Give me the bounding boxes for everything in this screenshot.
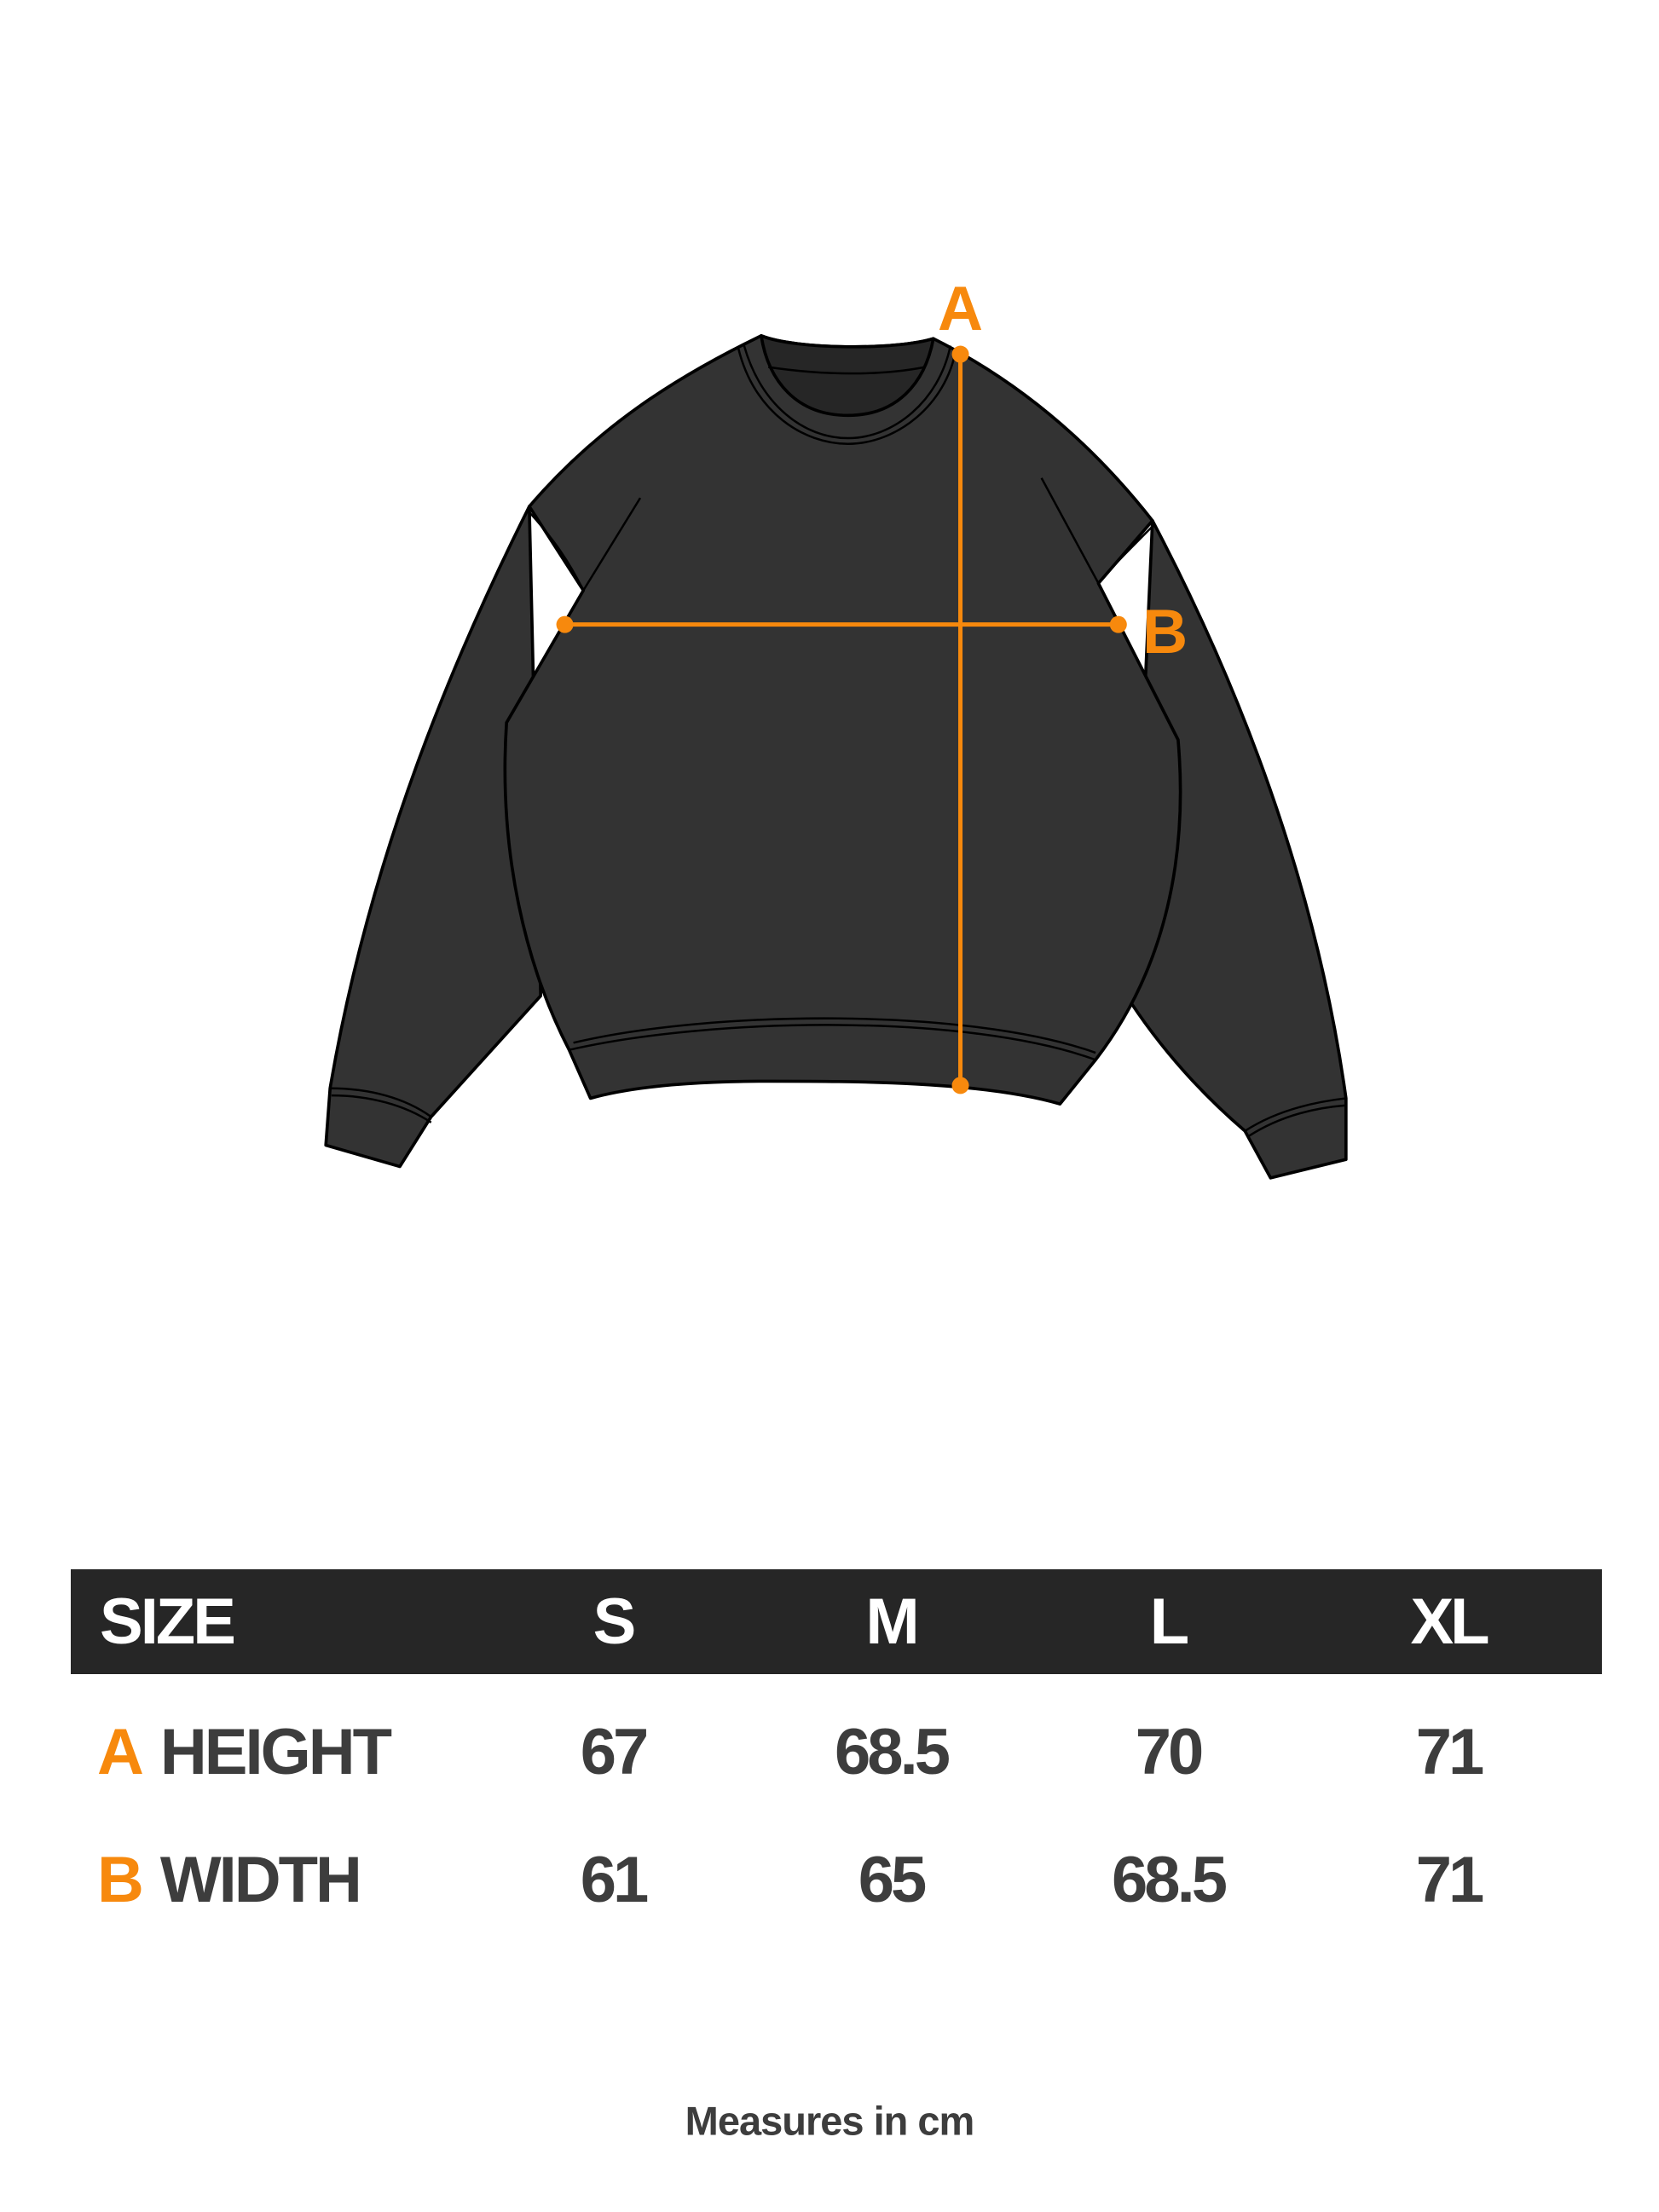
value-cell: 67 <box>580 1716 650 1788</box>
value-cell: 68.5 <box>835 1716 951 1788</box>
row-label: B WIDTH <box>97 1848 362 1913</box>
value-cell: 65 <box>858 1844 928 1916</box>
size-m: M <box>865 1585 919 1658</box>
sweatshirt-diagram: A B <box>324 274 1348 1180</box>
value-cell: 71 <box>1415 1716 1485 1788</box>
label-a: A <box>938 274 983 344</box>
size-header-label: SIZE <box>100 1585 236 1658</box>
row-letter: B <box>97 1844 144 1916</box>
value-cell: 71 <box>1415 1844 1485 1916</box>
size-table-header: SIZE S M L XL <box>71 1569 1602 1674</box>
size-s: S <box>592 1585 637 1658</box>
row-letter: A <box>97 1716 144 1788</box>
label-b: B <box>1142 597 1188 667</box>
size-xl: XL <box>1410 1585 1489 1658</box>
body <box>503 334 1182 1106</box>
neck-inner <box>760 334 935 418</box>
value-cell: 61 <box>580 1844 650 1916</box>
size-l: L <box>1149 1585 1189 1658</box>
value-cell: 70 <box>1135 1716 1205 1788</box>
row-label: A HEIGHT <box>97 1720 392 1785</box>
value-cell: 68.5 <box>1112 1844 1228 1916</box>
row-label-text: HEIGHT <box>159 1716 392 1788</box>
row-label-text: WIDTH <box>159 1844 362 1916</box>
right-sleeve <box>1129 519 1348 1180</box>
units-note: Measures in cm <box>685 2098 975 2144</box>
measurement-lines <box>556 345 1127 1094</box>
